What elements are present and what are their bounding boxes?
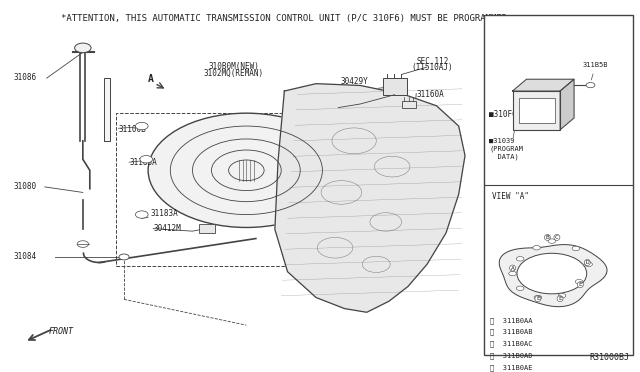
- Circle shape: [509, 271, 516, 276]
- Text: 310B0M(NEW): 310B0M(NEW): [208, 62, 259, 71]
- Text: Ⓐ  311B0AA: Ⓐ 311B0AA: [490, 317, 533, 324]
- Bar: [402, 101, 415, 108]
- Text: 31183A: 31183A: [129, 158, 157, 167]
- Text: 31183A: 31183A: [150, 209, 178, 218]
- Text: Ⓒ  311B0AC: Ⓒ 311B0AC: [490, 341, 533, 347]
- Text: E: E: [579, 282, 582, 287]
- Circle shape: [148, 113, 344, 227]
- Text: ■31039
(PROGRAM
  DATA): ■31039 (PROGRAM DATA): [489, 138, 523, 160]
- Text: 31084: 31084: [13, 252, 36, 261]
- Text: SEC.112: SEC.112: [416, 57, 449, 66]
- Circle shape: [533, 246, 540, 250]
- Text: Ⓑ  311B0AB: Ⓑ 311B0AB: [490, 329, 533, 336]
- Circle shape: [75, 43, 91, 53]
- Circle shape: [136, 122, 148, 130]
- Text: E: E: [558, 296, 562, 301]
- Circle shape: [516, 257, 524, 261]
- Polygon shape: [513, 79, 574, 91]
- Bar: [116, 113, 329, 266]
- Bar: [484, 16, 633, 355]
- Circle shape: [585, 262, 593, 267]
- Circle shape: [517, 253, 587, 294]
- Text: 30429Y: 30429Y: [340, 77, 368, 86]
- Bar: [519, 99, 555, 123]
- Text: D: D: [586, 260, 589, 265]
- Circle shape: [119, 254, 129, 260]
- Text: B: B: [545, 235, 549, 240]
- Bar: [513, 91, 560, 130]
- Polygon shape: [104, 78, 110, 141]
- Circle shape: [140, 155, 152, 163]
- Bar: [383, 78, 406, 95]
- Polygon shape: [499, 245, 607, 307]
- Text: ■310F6: ■310F6: [489, 110, 517, 119]
- Circle shape: [136, 211, 148, 218]
- Text: FRONT: FRONT: [49, 327, 74, 336]
- Circle shape: [558, 294, 566, 298]
- Text: 31100B: 31100B: [118, 125, 146, 134]
- Text: R31000BJ: R31000BJ: [590, 353, 630, 362]
- Polygon shape: [275, 84, 465, 312]
- Text: 30412M: 30412M: [153, 224, 181, 233]
- Text: C: C: [555, 235, 559, 240]
- Text: 31086: 31086: [13, 73, 36, 82]
- Text: Ⓔ  311B0AE: Ⓔ 311B0AE: [490, 364, 533, 371]
- Circle shape: [548, 239, 556, 243]
- Text: *ATTENTION, THIS AUTOMATIC TRANSMISSION CONTROL UNIT (P/C 310F6) MUST BE PROGRAM: *ATTENTION, THIS AUTOMATIC TRANSMISSION …: [61, 14, 508, 23]
- Circle shape: [575, 279, 583, 284]
- Text: A: A: [148, 74, 154, 84]
- Circle shape: [77, 241, 88, 247]
- Text: 3102MQ(REMAN): 3102MQ(REMAN): [204, 68, 264, 77]
- Polygon shape: [560, 79, 574, 130]
- Text: 31080: 31080: [13, 182, 36, 191]
- Text: E: E: [536, 296, 540, 301]
- Text: 31160A: 31160A: [416, 90, 444, 99]
- Bar: [199, 224, 214, 233]
- Text: A: A: [511, 266, 515, 270]
- Text: Ⓓ  311B0AD: Ⓓ 311B0AD: [490, 353, 533, 359]
- Circle shape: [516, 286, 524, 291]
- Circle shape: [534, 295, 541, 300]
- Text: 311B5B: 311B5B: [583, 62, 609, 80]
- Text: (11510AJ): (11510AJ): [411, 63, 452, 72]
- Text: VIEW "A": VIEW "A": [492, 192, 529, 201]
- Circle shape: [572, 246, 580, 251]
- Circle shape: [586, 83, 595, 88]
